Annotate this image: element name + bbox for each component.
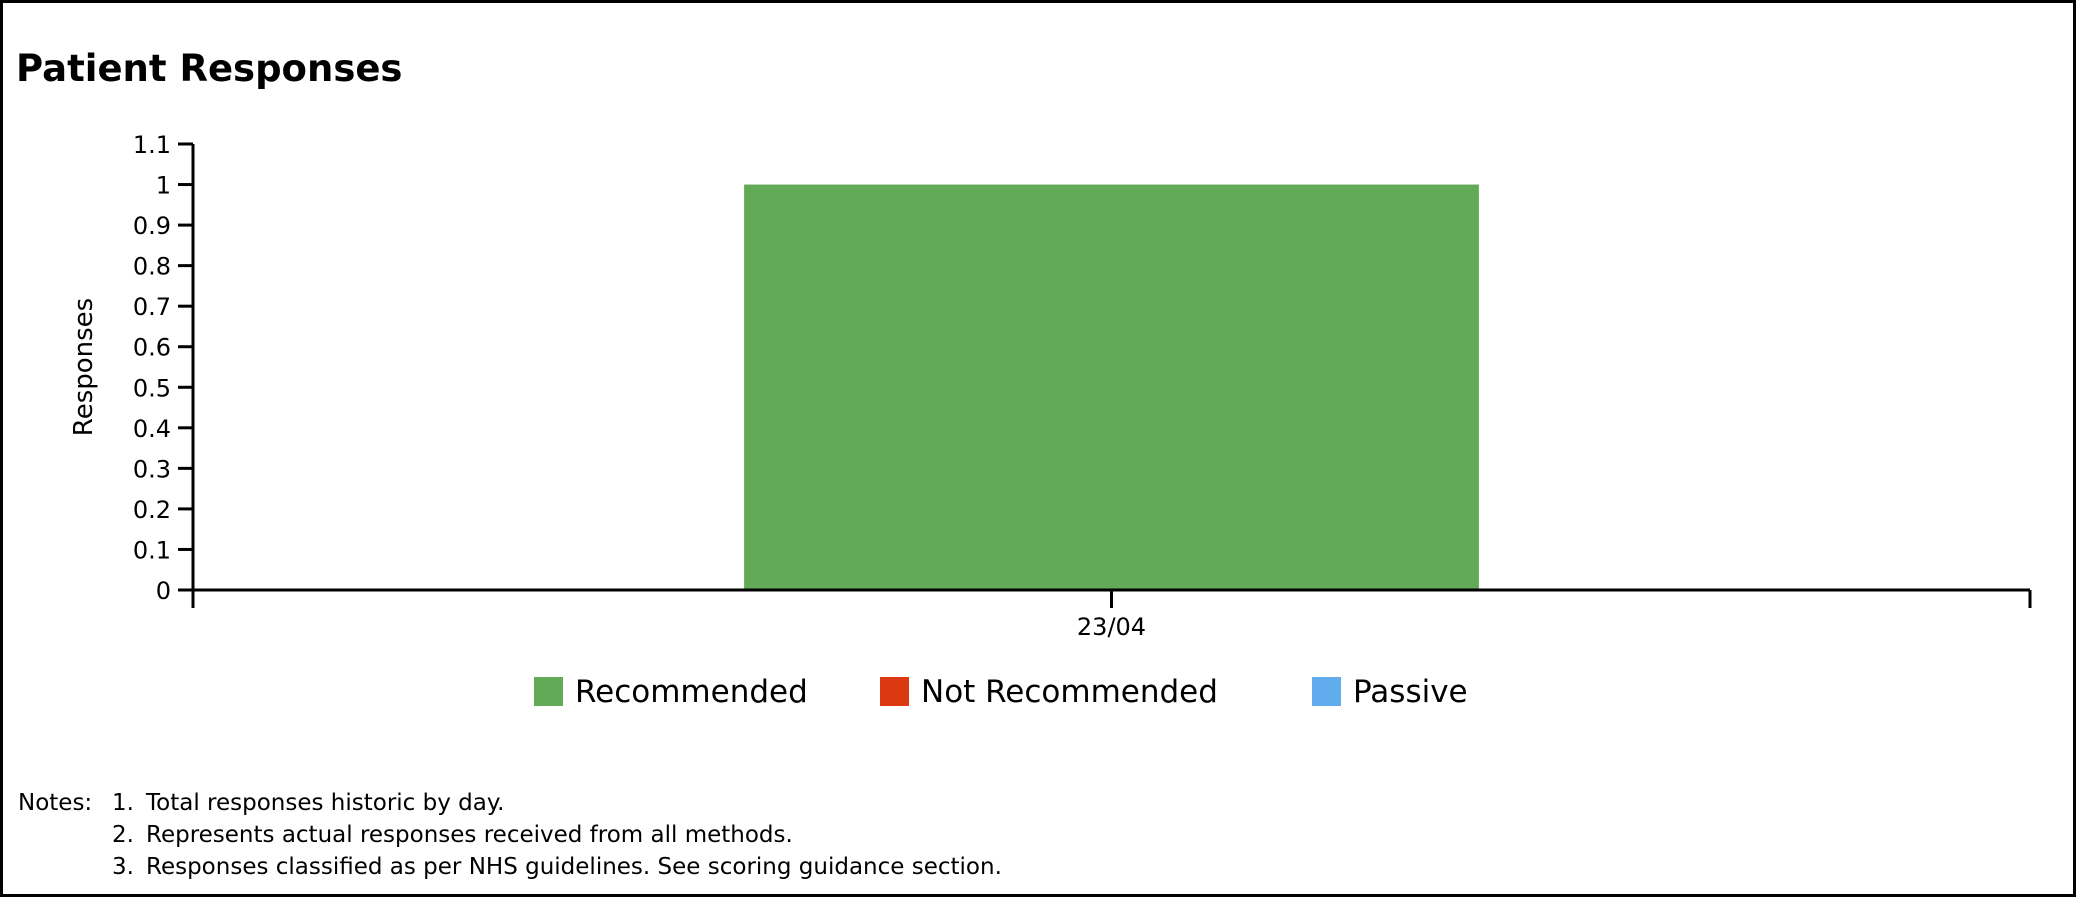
- y-tick-label: 0.4: [133, 415, 171, 443]
- y-tick-label: 0: [156, 577, 171, 605]
- y-tick-label: 0.3: [133, 455, 171, 483]
- notes-list: 1. Total responses historic by day. 2. Rep…: [112, 787, 1002, 883]
- note-item: 3. Responses classified as per NHS guidel…: [112, 851, 1002, 883]
- y-tick-label: 0.8: [133, 253, 171, 281]
- legend-label: Recommended: [575, 674, 808, 710]
- note-number: 3.: [112, 854, 134, 880]
- note-item: 2. Represents actual responses received f…: [112, 819, 1002, 851]
- note-number: 1.: [112, 790, 134, 816]
- y-tick-label: 0.5: [133, 374, 171, 402]
- legend-swatch: [1312, 677, 1341, 706]
- legend-swatch: [880, 677, 909, 706]
- note-text: Responses classified as per NHS guidelin…: [146, 854, 1002, 880]
- note-item: 1. Total responses historic by day.: [112, 787, 1002, 819]
- y-tick-label: 0.9: [133, 212, 171, 240]
- bar-recommended: [744, 184, 1479, 590]
- note-text: Represents actual responses received fro…: [146, 822, 793, 848]
- chart-title: Patient Responses: [16, 47, 403, 90]
- y-tick-label: 1.1: [133, 131, 171, 159]
- legend-label: Not Recommended: [921, 674, 1218, 710]
- legend-label: Passive: [1353, 674, 1468, 710]
- legend-swatch: [534, 677, 563, 706]
- y-tick-label: 0.7: [133, 293, 171, 321]
- y-axis-title: Responses: [69, 298, 99, 436]
- y-tick-label: 0.1: [133, 536, 171, 564]
- y-tick-label: 0.2: [133, 496, 171, 524]
- y-tick-label: 1: [156, 172, 171, 200]
- x-tick-label: 23/04: [1077, 613, 1146, 641]
- y-tick-label: 0.6: [133, 334, 171, 362]
- notes-label: Notes:: [18, 790, 93, 816]
- note-text: Total responses historic by day.: [146, 790, 505, 816]
- note-number: 2.: [112, 822, 134, 848]
